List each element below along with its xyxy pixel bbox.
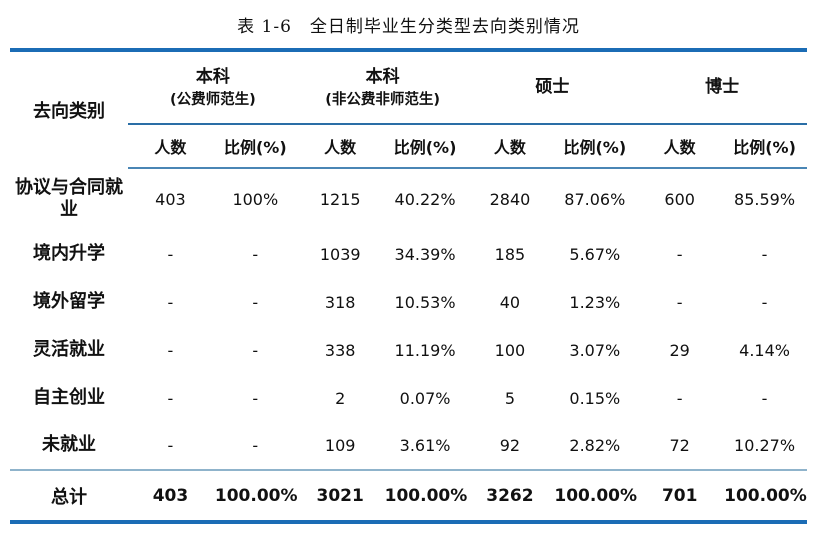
table-caption: 全日制毕业生分类型去向类别情况 [309,16,580,37]
row-label: 协议与合同就业 [15,176,123,221]
cell-value: - [761,388,768,408]
cell-value: 109 [297,422,383,471]
cell-value: - [212,422,298,471]
cell-value: 3.07% [569,340,621,360]
row-label: 境内升学 [33,242,105,264]
cell-value: 92 [467,422,553,471]
subheader-ratio: 比例(%) [382,124,468,169]
cell-value: 4.14% [739,340,790,360]
cell-value: 11.19% [394,340,456,360]
cell-value: 100 [494,340,526,360]
subheader-ratio: 比例(%) [722,124,807,169]
subheader-ratio: 比例(%) [552,124,638,169]
table-row: 境外留学 - - 318 10.53% 40 1.23% - - [10,278,807,326]
cell-value: 5 [504,388,516,408]
cell-value: 1215 [319,190,361,209]
cell-value: - [676,292,683,312]
cell-value: 5.67% [569,244,621,264]
cell-value: 40.22% [394,190,456,209]
cell-value: - [167,244,174,264]
cell-value: - [167,388,174,408]
cell-value: 2 [335,388,346,408]
row-label: 灵活就业 [33,338,105,360]
cell-value: - [676,388,683,408]
subheader-count: 人数 [467,124,553,169]
report-page: 表 1-6 全日制毕业生分类型去向类别情况 去向类别 本科 (公费师范生) 本科 … [10,0,807,524]
table-number: 表 1-6 [237,16,292,37]
cell-value: - [167,292,174,312]
group-title: 硕士 [535,76,570,97]
cell-value: 10.53% [394,292,456,312]
cell-value: 318 [324,292,356,312]
group-title: 本科 [365,66,400,87]
cell-value: - [252,340,259,360]
subheader-count: 人数 [637,124,723,169]
column-group-bachelor-non-publicly-funded: 本科 (非公费非师范生) [297,52,468,125]
table-row: 自主创业 - - 2 0.07% 5 0.15% - - [10,374,807,422]
cell-value: 87.06% [564,190,626,209]
header-sub-row: 人数 比例(%) 人数 比例(%) 人数 比例(%) 人数 比例(%) [10,124,807,169]
column-header-destination-category: 去向类别 [33,101,105,122]
subheader-count: 人数 [297,124,383,169]
cell-value: 338 [324,340,356,360]
cell-value: 10.27% [722,422,807,471]
cell-value: 1.23% [569,292,621,312]
cell-value: - [252,244,259,264]
cell-value: 72 [637,422,723,471]
cell-value: - [128,422,213,471]
cell-value: - [761,292,768,312]
cell-value: - [676,244,683,264]
table-row: 协议与合同就业 403 100% 1215 40.22% 2840 87.06%… [10,168,807,230]
total-value: 100.00% [382,470,468,524]
row-label: 未就业 [10,422,128,471]
column-group-bachelor-publicly-funded: 本科 (公费师范生) [128,52,298,125]
cell-value: 2.82% [552,422,638,471]
table-row: 未就业 - - 109 3.61% 92 2.82% 72 10.27% [10,422,807,471]
cell-value: 29 [669,340,690,360]
cell-value: - [761,244,768,264]
cell-value: - [252,388,259,408]
column-group-doctor: 博士 [637,52,807,125]
total-value: 100.00% [552,470,638,524]
table-row: 灵活就业 - - 338 11.19% 100 3.07% 29 4.14% [10,326,807,374]
total-label: 总计 [10,470,128,524]
row-label: 自主创业 [33,386,105,408]
cell-value: 34.39% [394,244,456,264]
cell-value: 403 [155,190,186,209]
total-value: 100.00% [722,470,807,524]
total-value: 701 [637,470,723,524]
table-row: 境内升学 - - 1039 34.39% 185 5.67% - - [10,230,807,278]
table-title: 表 1-6 全日制毕业生分类型去向类别情况 [10,0,807,52]
group-subtitle: (非公费非师范生) [325,92,440,109]
header-group-row: 去向类别 本科 (公费师范生) 本科 (非公费非师范生) 硕士 博士 [10,52,807,125]
group-subtitle: (公费师范生) [169,92,256,109]
total-value: 3021 [297,470,383,524]
cell-value: 185 [494,244,526,264]
cell-value: 40 [499,292,521,312]
cell-value: 3.61% [382,422,468,471]
graduates-destination-table: 去向类别 本科 (公费师范生) 本科 (非公费非师范生) 硕士 博士 人数 [10,52,807,524]
cell-value: 85.59% [734,190,796,209]
total-value: 403 [128,470,213,524]
cell-value: - [252,292,259,312]
column-group-master: 硕士 [467,52,638,125]
row-label: 境外留学 [33,290,105,312]
total-value: 3262 [467,470,553,524]
cell-value: 600 [664,190,695,209]
cell-value: - [167,340,174,360]
cell-value: 1039 [319,244,361,264]
cell-value: 0.15% [569,388,621,408]
subheader-count: 人数 [128,124,213,169]
cell-value: 0.07% [399,388,451,408]
total-value: 100.00% [212,470,298,524]
group-title: 本科 [195,66,230,87]
total-row: 总计 403 100.00% 3021 100.00% 3262 100.00%… [10,470,807,524]
cell-value: 2840 [489,190,531,209]
group-title: 博士 [705,76,740,97]
subheader-ratio: 比例(%) [212,124,298,169]
cell-value: 100% [232,190,279,209]
